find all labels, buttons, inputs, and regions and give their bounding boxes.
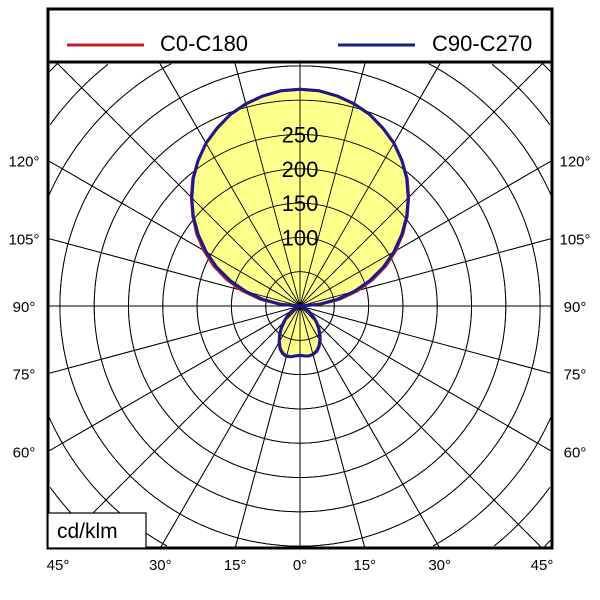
left-angle-label: 60° bbox=[13, 445, 36, 462]
legend-label-c90-c270: C90-C270 bbox=[432, 31, 532, 56]
overlay-grid-spoke-240 bbox=[49, 160, 301, 307]
bottom-angle-label: 15° bbox=[353, 557, 376, 574]
curve-C90-C270 bbox=[190, 87, 410, 359]
left-angle-label: 90° bbox=[13, 299, 36, 316]
polar-grid-overlay bbox=[49, 63, 551, 547]
bottom-angle-label: 45° bbox=[531, 557, 554, 574]
overlay-grid-spoke-150 bbox=[299, 63, 441, 307]
overlay-grid-circle-500 bbox=[49, 63, 551, 547]
overlay-grid-spoke-15 bbox=[299, 305, 366, 547]
unit-box bbox=[47, 512, 147, 549]
unit-label: cd/klm bbox=[57, 520, 118, 543]
right-angle-label: 120° bbox=[559, 154, 590, 171]
overlay-grid-circle-400 bbox=[49, 63, 551, 547]
overlay-grid-spoke-315 bbox=[58, 305, 301, 547]
right-angle-label: 90° bbox=[564, 299, 587, 316]
right-angle-label: 60° bbox=[564, 445, 587, 462]
left-angle-label: 105° bbox=[8, 232, 39, 249]
radial-tick-labels: 100 150 200 250 bbox=[282, 123, 319, 251]
bottom-angle-label: 30° bbox=[149, 557, 172, 574]
overlay-grid-spoke-75 bbox=[299, 305, 551, 374]
overlay-grid-spoke-30 bbox=[299, 305, 440, 547]
overlay-grid-spoke-225 bbox=[56, 63, 301, 307]
overlay-grid-spoke-300 bbox=[49, 305, 301, 452]
right-angle-label: 75° bbox=[564, 367, 587, 384]
curves bbox=[49, 63, 551, 547]
radial-tick-label: 100 bbox=[282, 225, 319, 250]
bottom-angle-label: 45° bbox=[47, 557, 70, 574]
overlay-grid-spoke-285 bbox=[49, 305, 301, 374]
overlay-grid-spoke-210 bbox=[159, 63, 301, 307]
angle-labels: 120° 120° 105° 105° 90° 90° 75° 75° 60° 60° 45° 30°… bbox=[8, 154, 590, 575]
bottom-angle-label: 15° bbox=[224, 557, 247, 574]
radial-tick-label: 200 bbox=[282, 157, 319, 182]
legend: C0-C180 C90-C270 bbox=[67, 31, 532, 56]
chart-frame bbox=[46, 7, 554, 550]
overlay-grid-spoke-330 bbox=[160, 305, 301, 547]
radial-tick-label: 150 bbox=[282, 191, 319, 216]
overlay-grid-spoke-60 bbox=[299, 305, 551, 452]
left-angle-label: 75° bbox=[13, 367, 36, 384]
overlay-grid-spoke-345 bbox=[234, 305, 301, 547]
overlay-grid-spoke-120 bbox=[299, 160, 551, 307]
bottom-angle-label: 0° bbox=[293, 557, 307, 574]
overlay-grid-circle-450 bbox=[49, 64, 551, 547]
overlay-grid-spoke-45 bbox=[299, 305, 542, 547]
overlay-grid-spoke-135 bbox=[299, 63, 544, 307]
overlay-grid-spoke-105 bbox=[299, 238, 551, 307]
bottom-angle-label: 30° bbox=[428, 557, 451, 574]
right-angle-label: 105° bbox=[559, 232, 590, 249]
left-angle-label: 120° bbox=[8, 154, 39, 171]
radial-tick-label: 250 bbox=[282, 123, 319, 148]
overlay-grid-spoke-255 bbox=[49, 238, 301, 307]
legend-label-c0-c180: C0-C180 bbox=[160, 31, 248, 56]
